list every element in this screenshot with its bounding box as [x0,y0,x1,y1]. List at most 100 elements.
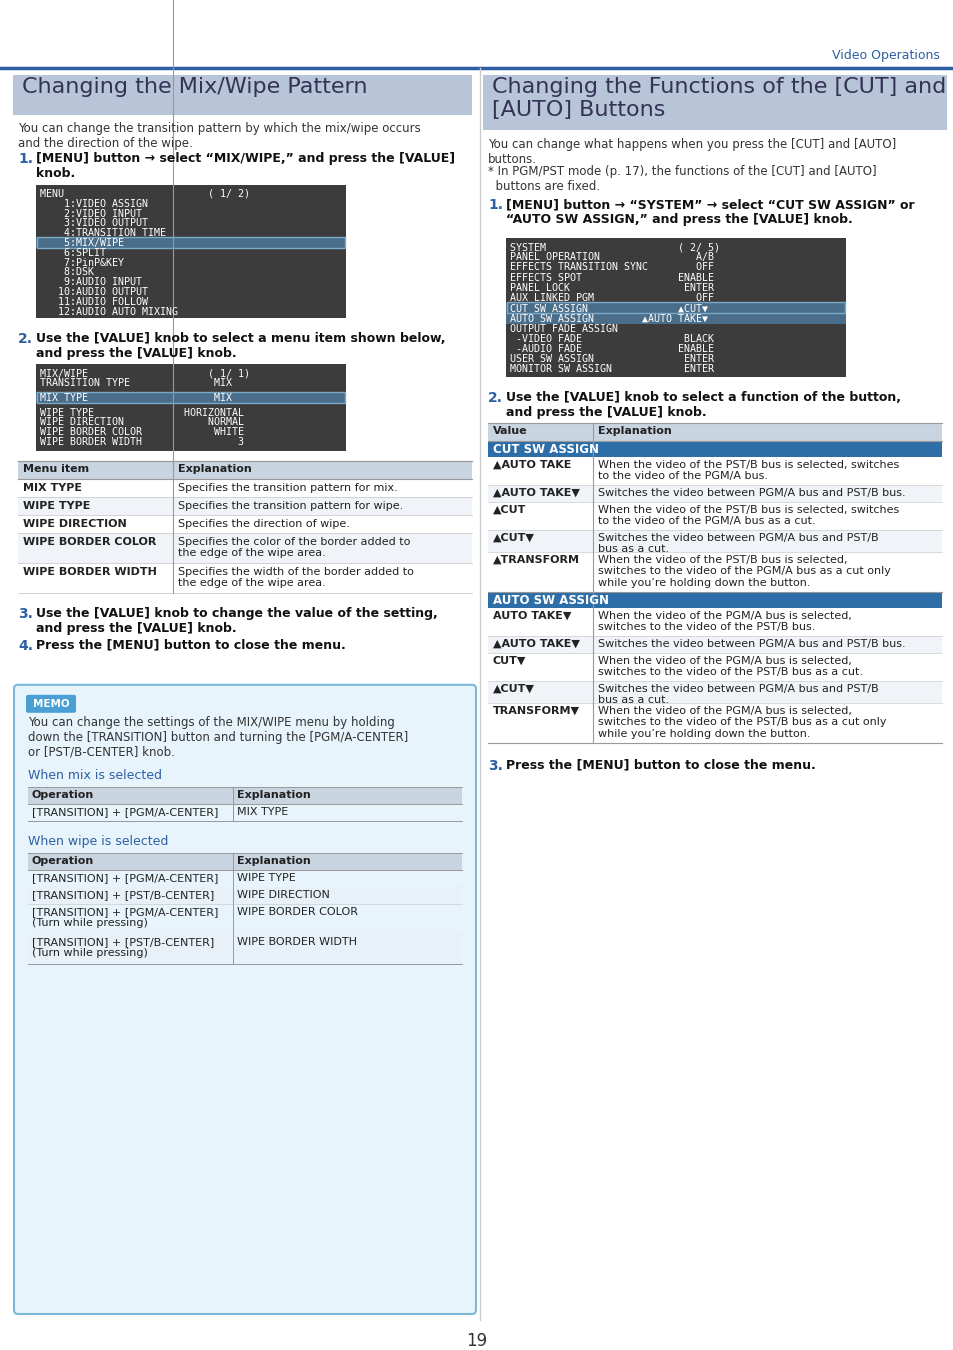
Text: When the video of the PGM/A bus is selected,
switches to the video of the PST/B : When the video of the PGM/A bus is selec… [598,656,862,678]
Text: [TRANSITION] + [PGM/A-CENTER]: [TRANSITION] + [PGM/A-CENTER] [32,807,218,817]
Bar [488,529,941,552]
Text: WIPE TYPE: WIPE TYPE [236,873,295,883]
Text: EFFECTS TRANSITION SYNC        OFF: EFFECTS TRANSITION SYNC OFF [510,262,713,273]
Bar [505,302,845,313]
Bar [36,392,346,402]
Text: Explanation: Explanation [236,856,311,865]
Text: ▲AUTO TAKE: ▲AUTO TAKE [493,459,571,470]
Bar [488,485,941,502]
Bar [505,238,845,377]
Bar [28,787,461,803]
Text: [TRANSITION] + [PST/B-CENTER]: [TRANSITION] + [PST/B-CENTER] [32,890,214,900]
Text: AUTO TAKE▼: AUTO TAKE▼ [493,610,571,621]
Bar [0,0,953,68]
Text: Changing the Functions of the [CUT] and
[AUTO] Buttons: Changing the Functions of the [CUT] and … [492,77,945,120]
Text: When wipe is selected: When wipe is selected [28,834,168,848]
Text: Explanation: Explanation [598,425,671,436]
Text: Operation: Operation [32,856,94,865]
Bar [37,392,345,402]
Text: When the video of the PGM/A bus is selected,
switches to the video of the PST/B : When the video of the PGM/A bus is selec… [598,706,885,738]
Text: You can change the transition pattern by which the mix/wipe occurs
and the direc: You can change the transition pattern by… [18,122,420,150]
Text: 10:AUDIO OUTPUT: 10:AUDIO OUTPUT [40,288,148,297]
Text: 2.: 2. [488,390,502,405]
Bar [488,680,941,702]
Text: EFFECTS SPOT                ENABLE: EFFECTS SPOT ENABLE [510,273,713,282]
Text: Video Operations: Video Operations [831,49,939,62]
Text: * In PGM/PST mode (p. 17), the functions of the [CUT] and [AUTO]
  buttons are f: * In PGM/PST mode (p. 17), the functions… [488,165,876,193]
Text: ▲AUTO TAKE▼: ▲AUTO TAKE▼ [493,487,579,498]
Bar [36,238,346,248]
Text: 4:TRANSITION TIME: 4:TRANSITION TIME [40,228,166,238]
Text: TRANSITION TYPE              MIX: TRANSITION TYPE MIX [40,378,232,389]
Text: USER SW ASSIGN               ENTER: USER SW ASSIGN ENTER [510,354,713,364]
Text: 12:AUDIO AUTO MIXING: 12:AUDIO AUTO MIXING [40,306,178,317]
Text: 1.: 1. [18,153,33,166]
Text: ▲CUT▼: ▲CUT▼ [493,533,535,543]
Text: You can change the settings of the MIX/WIPE menu by holding
down the [TRANSITION: You can change the settings of the MIX/W… [28,716,408,759]
Bar [13,76,472,115]
Bar [18,533,472,563]
Text: ▲CUT▼: ▲CUT▼ [493,683,535,694]
Bar [488,423,941,440]
Text: [TRANSITION] + [PGM/A-CENTER]: [TRANSITION] + [PGM/A-CENTER] [32,873,218,883]
Text: ▲TRANSFORM: ▲TRANSFORM [493,555,579,564]
Bar [482,76,946,130]
Text: WIPE BORDER WIDTH: WIPE BORDER WIDTH [236,937,356,946]
Bar [28,934,461,964]
Text: MIX TYPE: MIX TYPE [236,807,288,817]
Text: Use the [VALUE] knob to change the value of the setting,
and press the [VALUE] k: Use the [VALUE] knob to change the value… [36,606,437,634]
Text: Specifies the transition pattern for mix.: Specifies the transition pattern for mix… [178,483,397,493]
Bar [488,440,941,456]
Text: WIPE BORDER COLOR: WIPE BORDER COLOR [23,537,156,547]
Bar [488,636,941,652]
Text: ▲AUTO TAKE▼: ▲AUTO TAKE▼ [493,639,579,648]
Text: Specifies the transition pattern for wipe.: Specifies the transition pattern for wip… [178,501,403,510]
Bar [28,853,461,869]
Text: MIX/WIPE                    ( 1/ 1): MIX/WIPE ( 1/ 1) [40,369,250,378]
Text: CUT SW ASSIGN               ▲CUT▼: CUT SW ASSIGN ▲CUT▼ [510,304,707,313]
Text: [TRANSITION] + [PST/B-CENTER]
(Turn while pressing): [TRANSITION] + [PST/B-CENTER] (Turn whil… [32,937,214,958]
Text: Explanation: Explanation [178,464,252,474]
Text: You can change what happens when you press the [CUT] and [AUTO]
buttons.: You can change what happens when you pre… [488,138,895,166]
Text: PANEL OPERATION                A/B: PANEL OPERATION A/B [510,252,713,262]
Text: When the video of the PGM/A bus is selected,
switches to the video of the PST/B : When the video of the PGM/A bus is selec… [598,610,851,632]
Text: 8:DSK: 8:DSK [40,267,94,277]
Text: [MENU] button → select “MIX/WIPE,” and press the [VALUE]
knob.: [MENU] button → select “MIX/WIPE,” and p… [36,153,455,180]
Bar [28,887,461,903]
Text: PANEL LOCK                   ENTER: PANEL LOCK ENTER [510,282,713,293]
Bar [18,460,472,479]
Text: Press the [MENU] button to close the menu.: Press the [MENU] button to close the men… [36,639,345,652]
Text: CUT SW ASSIGN: CUT SW ASSIGN [493,443,598,455]
Text: ▲CUT: ▲CUT [493,505,526,514]
Bar [37,238,345,248]
Text: 3.: 3. [488,759,502,772]
Text: WIPE TYPE: WIPE TYPE [23,501,91,510]
Text: 7:PinP&KEY: 7:PinP&KEY [40,258,124,267]
Text: 2:VIDEO INPUT: 2:VIDEO INPUT [40,209,142,219]
Text: WIPE BORDER COLOR: WIPE BORDER COLOR [236,907,357,917]
Text: Specifies the color of the border added to
the edge of the wipe area.: Specifies the color of the border added … [178,537,410,559]
Text: [TRANSITION] + [PGM/A-CENTER]
(Turn while pressing): [TRANSITION] + [PGM/A-CENTER] (Turn whil… [32,907,218,929]
Text: 1.: 1. [488,198,502,212]
Text: Menu item: Menu item [23,464,89,474]
Text: 3:VIDEO OUTPUT: 3:VIDEO OUTPUT [40,219,148,228]
Text: [MENU] button → “SYSTEM” → select “CUT SW ASSIGN” or
“AUTO SW ASSIGN,” and press: [MENU] button → “SYSTEM” → select “CUT S… [505,198,914,225]
Text: AUX LINKED PGM                 OFF: AUX LINKED PGM OFF [510,293,713,302]
Text: Specifies the direction of wipe.: Specifies the direction of wipe. [178,518,350,529]
Text: AUTO SW ASSIGN        ▲AUTO TAKE▼: AUTO SW ASSIGN ▲AUTO TAKE▼ [510,313,707,324]
FancyBboxPatch shape [26,695,76,713]
Text: -AUDIO FADE                ENABLE: -AUDIO FADE ENABLE [510,344,713,354]
Text: AUTO SW ASSIGN: AUTO SW ASSIGN [493,594,608,606]
Text: Switches the video between PGM/A bus and PST/B bus.: Switches the video between PGM/A bus and… [598,639,904,648]
Text: 2.: 2. [18,332,33,347]
Text: 3.: 3. [18,606,32,621]
Text: 4.: 4. [18,639,33,653]
FancyBboxPatch shape [14,684,476,1314]
Text: WIPE DIRECTION              NORMAL: WIPE DIRECTION NORMAL [40,417,244,428]
Text: MIX TYPE                     MIX: MIX TYPE MIX [40,393,232,402]
Text: Press the [MENU] button to close the menu.: Press the [MENU] button to close the men… [505,759,815,772]
Text: 1:VIDEO ASSIGN: 1:VIDEO ASSIGN [40,198,148,209]
Text: -VIDEO FADE                 BLACK: -VIDEO FADE BLACK [510,333,713,344]
Text: 9:AUDIO INPUT: 9:AUDIO INPUT [40,277,142,288]
Text: When the video of the PST/B bus is selected, switches
to the video of the PGM/A : When the video of the PST/B bus is selec… [598,505,899,526]
